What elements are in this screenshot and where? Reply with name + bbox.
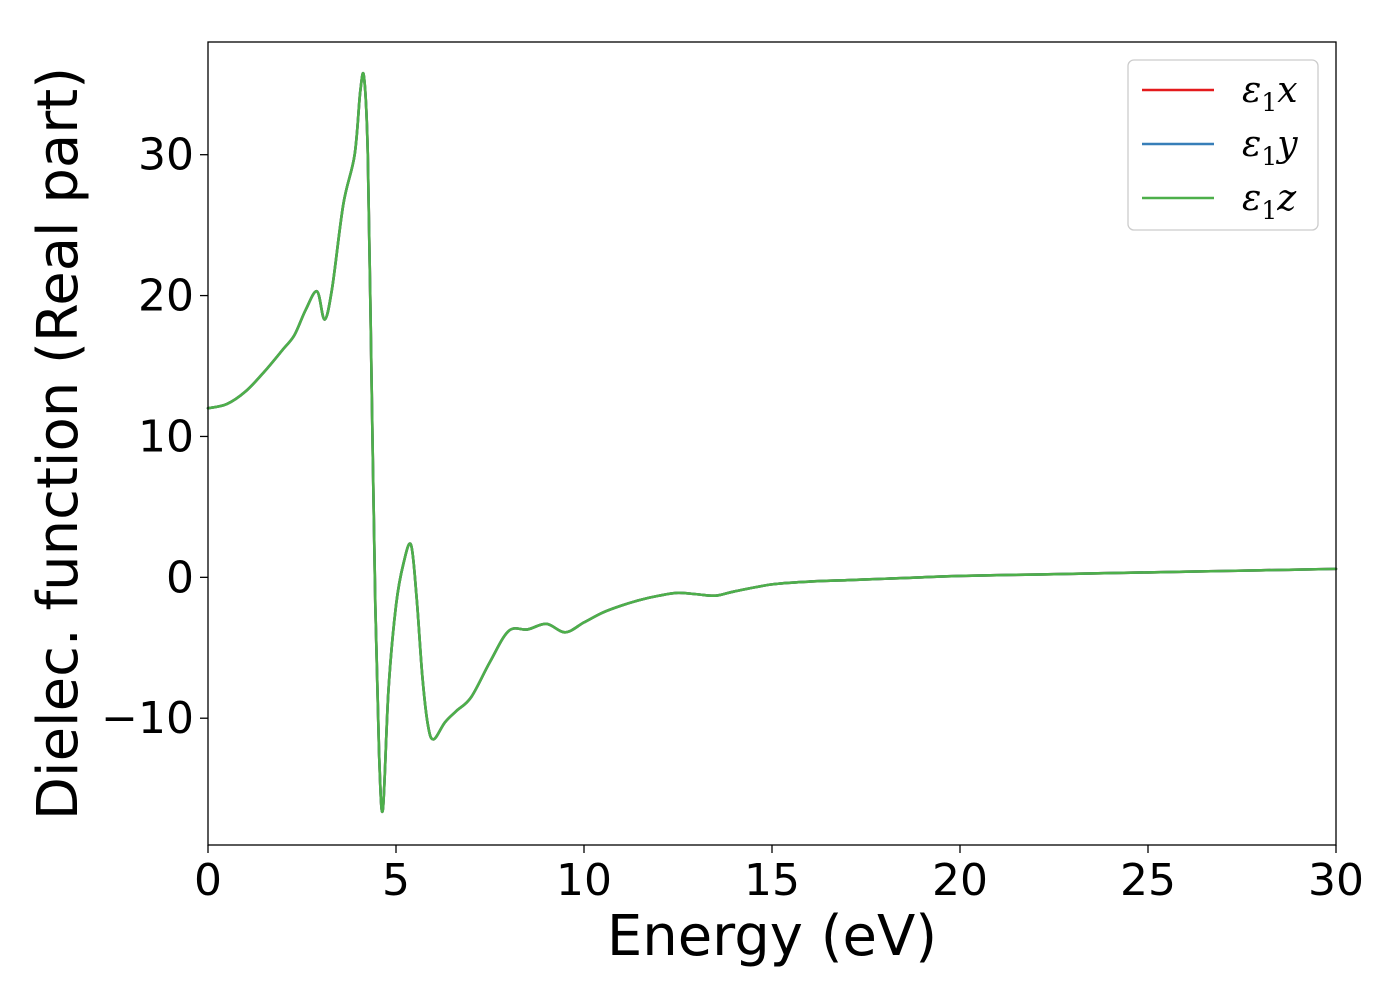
x-axis-label: Energy (eV) bbox=[607, 904, 937, 969]
x-tick-label: 5 bbox=[382, 855, 410, 906]
x-tick-label: 15 bbox=[744, 855, 800, 906]
series-line-z bbox=[206, 71, 1338, 814]
y-tick-label: 30 bbox=[138, 130, 194, 181]
x-tick-label: 0 bbox=[194, 855, 222, 906]
x-tick-label: 10 bbox=[556, 855, 612, 906]
x-tick-label: 30 bbox=[1308, 855, 1364, 906]
x-tick-label: 20 bbox=[932, 855, 988, 906]
legend-label-z: ε1z bbox=[1242, 178, 1297, 225]
y-tick-label: 10 bbox=[138, 411, 194, 462]
y-tick-label: −10 bbox=[101, 693, 194, 744]
x-tick-label: 25 bbox=[1120, 855, 1176, 906]
series-layer bbox=[206, 71, 1338, 814]
y-tick-label: 20 bbox=[138, 271, 194, 322]
y-axis-ticks: −10 0 10 20 30 bbox=[101, 130, 208, 744]
legend-frame bbox=[1127, 59, 1319, 231]
x-axis-ticks: 0 5 10 15 20 25 30 bbox=[194, 845, 1364, 906]
y-tick-label: 0 bbox=[166, 552, 194, 603]
legend: ε1x ε1y ε1z bbox=[1127, 59, 1319, 231]
legend-label-y: ε1y bbox=[1242, 124, 1298, 171]
y-axis-label: Dielec. function (Real part) bbox=[26, 67, 91, 820]
legend-label-x: ε1x bbox=[1242, 70, 1298, 117]
